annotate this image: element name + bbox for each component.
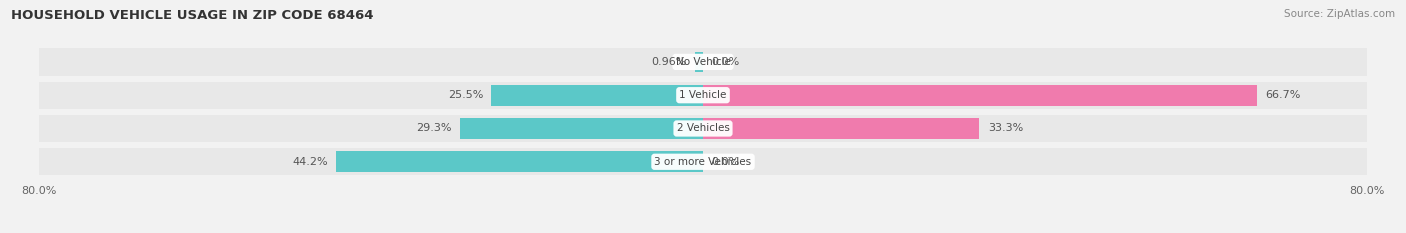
Text: 1 Vehicle: 1 Vehicle bbox=[679, 90, 727, 100]
Text: HOUSEHOLD VEHICLE USAGE IN ZIP CODE 68464: HOUSEHOLD VEHICLE USAGE IN ZIP CODE 6846… bbox=[11, 9, 374, 22]
Text: 66.7%: 66.7% bbox=[1265, 90, 1301, 100]
Bar bbox=[39, 48, 1367, 75]
Text: 33.3%: 33.3% bbox=[987, 123, 1024, 134]
Bar bbox=[460, 118, 703, 139]
Text: 44.2%: 44.2% bbox=[292, 157, 328, 167]
Text: 0.0%: 0.0% bbox=[711, 157, 740, 167]
Bar bbox=[491, 85, 703, 106]
Bar bbox=[39, 148, 1367, 175]
Text: 2 Vehicles: 2 Vehicles bbox=[676, 123, 730, 134]
Bar bbox=[695, 51, 703, 72]
Text: 0.96%: 0.96% bbox=[651, 57, 686, 67]
Text: 0.0%: 0.0% bbox=[711, 57, 740, 67]
Bar bbox=[39, 115, 1367, 142]
Text: No Vehicle: No Vehicle bbox=[675, 57, 731, 67]
Bar bbox=[703, 118, 980, 139]
Text: 25.5%: 25.5% bbox=[447, 90, 484, 100]
Text: Source: ZipAtlas.com: Source: ZipAtlas.com bbox=[1284, 9, 1395, 19]
Bar bbox=[336, 151, 703, 172]
Text: 29.3%: 29.3% bbox=[416, 123, 451, 134]
Bar bbox=[39, 82, 1367, 109]
Bar bbox=[703, 85, 1257, 106]
Text: 3 or more Vehicles: 3 or more Vehicles bbox=[654, 157, 752, 167]
